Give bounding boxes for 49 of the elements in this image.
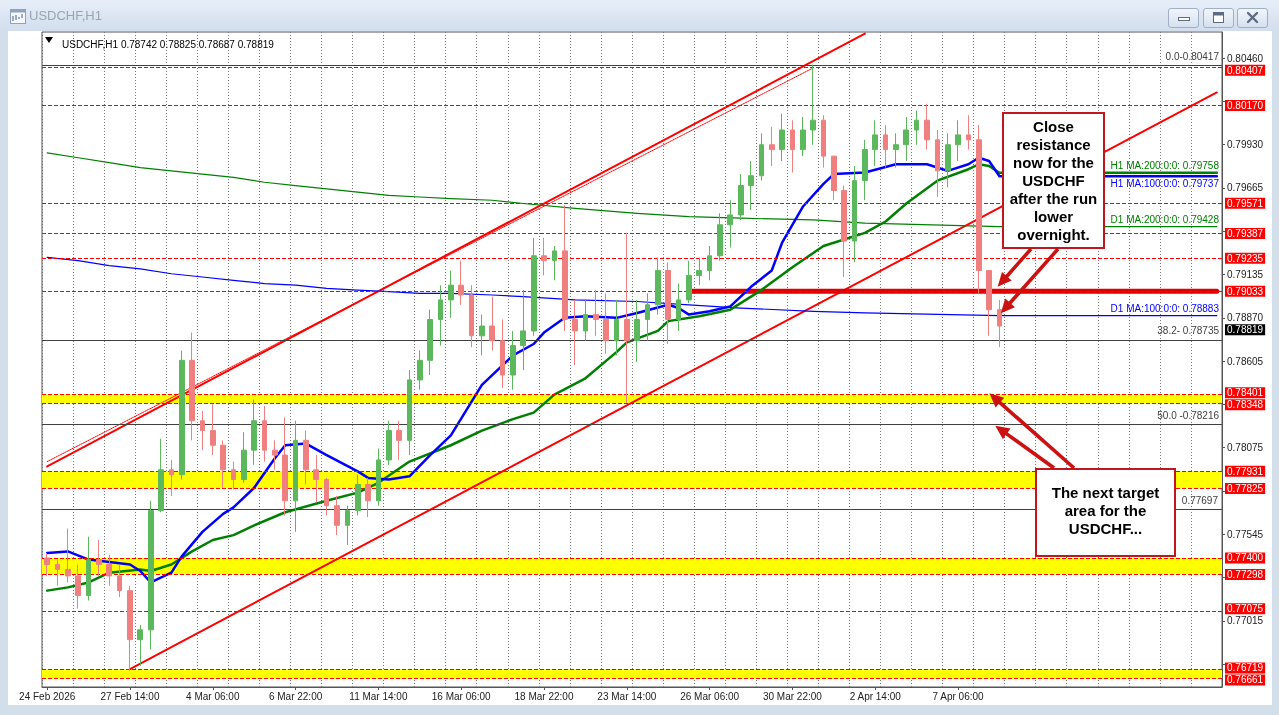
ref-line-label: 0.80407 (1227, 64, 1264, 76)
x-tick-label: 26 Mar 06:00 (680, 690, 740, 702)
y-tick-label: 0.77545 (1227, 528, 1264, 540)
x-tick-label: 7 Apr 06:00 (932, 690, 985, 702)
annotation: 38.2- 0.78735 (1157, 325, 1220, 337)
ref-line-label: 0.77298 (1227, 569, 1264, 581)
y-tick-label: 0.77015 (1227, 615, 1264, 627)
y-tick-label: 0.78605 (1227, 355, 1264, 367)
x-tick-label: 18 Mar 22:00 (514, 690, 574, 702)
x-tick-label: 2 Apr 14:00 (849, 690, 902, 702)
y-tick-label: 0.79930 (1227, 139, 1264, 151)
y-tick-label: 0.79135 (1227, 269, 1264, 281)
ref-line-label: 0.79571 (1227, 197, 1264, 209)
series-label: D1 MA:200:0:0: 0.79428 (1110, 214, 1220, 226)
chart-title: USDCHF,H1 (29, 8, 102, 24)
ref-line-label: 0.79387 (1227, 227, 1264, 239)
y-tick-label: 0.79665 (1227, 182, 1264, 194)
x-tick-label: 30 Mar 22:00 (762, 690, 823, 702)
ref-line-label: 0.77075 (1227, 603, 1264, 615)
y-tick-label: 0.78075 (1227, 442, 1264, 454)
x-tick-label: 24 Feb 2026 (19, 690, 76, 702)
ref-line-label: 0.77400 (1227, 552, 1264, 564)
annotation: 50.0 -0.78216 (1157, 410, 1220, 422)
y-tick-label: 0.80460 (1227, 52, 1264, 64)
ref-line-label: 0.76661 (1227, 674, 1264, 686)
ref-line-label: 0.79235 (1227, 252, 1264, 264)
ref-line-label: 0.78401 (1227, 387, 1264, 399)
y-tick-label: 0.78870 (1227, 312, 1264, 324)
series-label: H1 MA:100:0:0: 0.79737 (1110, 177, 1220, 189)
ref-line-label: 0.79033 (1227, 285, 1264, 297)
ref-line-label: 0.80170 (1227, 100, 1264, 111)
annotation: Close resistance now for the USDCHF after the run lower overnight. (1002, 112, 1105, 249)
x-tick-label: 16 Mar 06:00 (431, 690, 492, 702)
ref-line-label: 0.76719 (1227, 662, 1264, 674)
ref-line-label: 0.77697 (1181, 494, 1219, 506)
x-tick-label: 11 Mar 14:00 (349, 690, 408, 702)
ref-line-label: 0.77825 (1227, 483, 1264, 495)
text: USDCHF,H1 0.78742 0.78825 0.78687 0.78819 (62, 38, 275, 50)
text: 0.78819 (1227, 324, 1264, 336)
x-tick-label: 6 Mar 22:00 (268, 690, 323, 702)
ref-line-label: 0.77931 (1227, 465, 1264, 477)
series-label: H1 MA:200:0:0: 0.79758 (1110, 160, 1220, 172)
series-label: D1 MA:100:0:0: 0.78883 (1110, 303, 1220, 315)
x-tick-label: 4 Mar 06:00 (186, 690, 240, 702)
annotation: 0.0-0.80417 (1165, 50, 1220, 62)
x-tick-label: 23 Mar 14:00 (597, 690, 657, 702)
x-tick-label: 27 Feb 14:00 (100, 690, 160, 702)
ref-line-label: 0.78348 (1227, 399, 1264, 411)
annotation: The next target area for the USDCHF... (1035, 468, 1176, 557)
